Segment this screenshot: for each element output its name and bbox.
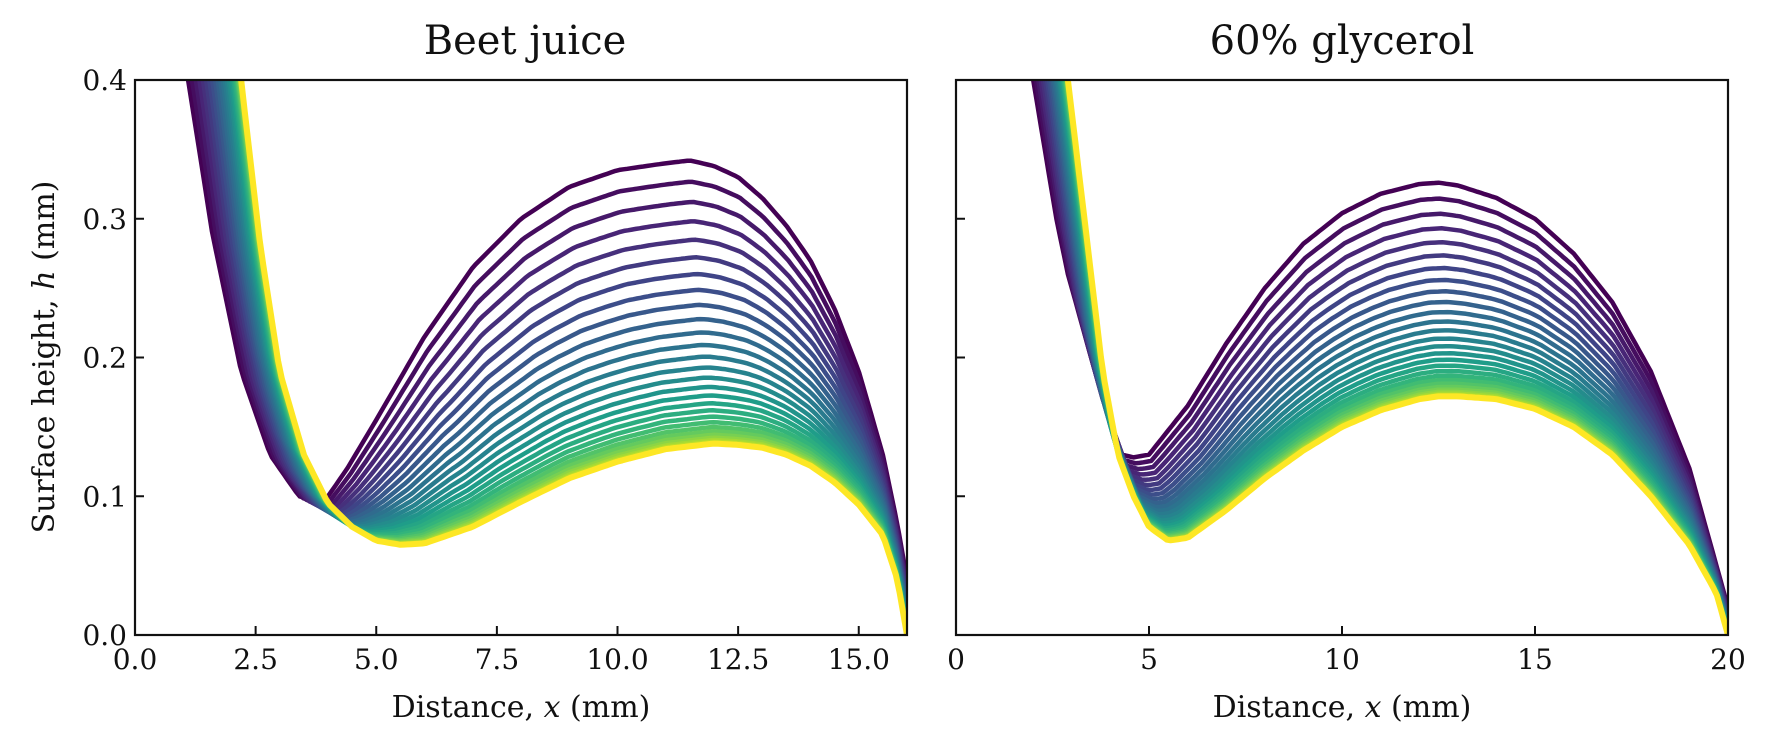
- series-line: [1040, 80, 1728, 618]
- y-tick-label: 0.1: [82, 480, 127, 513]
- series-line: [1059, 80, 1728, 633]
- y-tick-label: 0.2: [82, 342, 127, 375]
- series-line: [238, 80, 907, 635]
- series-line: [1064, 80, 1728, 635]
- series-line: [1042, 80, 1728, 619]
- series-line: [1058, 80, 1728, 632]
- y-tick-label: 0.4: [82, 64, 127, 97]
- series-line: [203, 80, 907, 601]
- x-axis-label: Distance, x (mm): [1213, 690, 1472, 725]
- x-tick-label: 15.0: [828, 643, 890, 676]
- y-tick-label: 0.0: [82, 619, 127, 652]
- series-line: [1036, 80, 1728, 614]
- series-line: [1044, 80, 1728, 621]
- panel-60-glycerol: 60% glycerol 0 5 10 15 20 Distance, x (mm): [947, 18, 1746, 725]
- series-line: [1033, 80, 1728, 612]
- axis-ticks: 0 5 10 15 20: [947, 79, 1746, 676]
- series-line: [235, 80, 907, 634]
- series-line: [193, 80, 907, 590]
- series-line: [1056, 80, 1728, 630]
- series-line: [224, 80, 907, 623]
- x-tick-label: 0: [947, 643, 965, 676]
- x-tick-label: 15: [1517, 643, 1553, 676]
- series-line: [1050, 80, 1728, 625]
- x-axis-label: Distance, x (mm): [392, 690, 651, 725]
- profile-curves: [185, 80, 907, 635]
- panel-beet-juice: Beet juice 0.0 2.5 5.0 7.5 10.0 12.5 15.00.00.…: [82, 18, 909, 725]
- x-tick-label: 20: [1710, 643, 1746, 676]
- series-line: [1046, 80, 1728, 623]
- series-line: [1057, 80, 1728, 631]
- x-tick-label: 2.5: [233, 643, 278, 676]
- y-axis-label: Surface height, h (mm): [27, 181, 62, 534]
- series-line: [1051, 80, 1728, 627]
- series-line: [1054, 80, 1728, 629]
- series-line: [233, 80, 907, 632]
- series-line: [1053, 80, 1728, 628]
- series-line: [234, 80, 907, 634]
- x-tick-label: 10: [1324, 643, 1360, 676]
- profile-curves: [1030, 80, 1728, 635]
- series-line: [200, 80, 907, 598]
- x-tick-label: 5: [1140, 643, 1158, 676]
- panel-title: 60% glycerol: [1210, 18, 1475, 64]
- axis-ticks: 0.0 2.5 5.0 7.5 10.0 12.5 15.0 0.0 0.1 0.2 0.3 0.4: [82, 64, 889, 676]
- y-tick-label: 0.3: [82, 203, 127, 236]
- series-line: [232, 80, 907, 631]
- x-tick-label: 12.5: [707, 643, 769, 676]
- series-line: [1038, 80, 1728, 616]
- plot-frame: [954, 78, 1730, 637]
- x-tick-label: 7.5: [475, 643, 520, 676]
- series-line: [1048, 80, 1728, 624]
- series-line: [1030, 80, 1728, 610]
- x-tick-label: 0.0: [113, 643, 158, 676]
- x-tick-label: 10.0: [586, 643, 648, 676]
- x-tick-label: 5.0: [354, 643, 399, 676]
- panel-title: Beet juice: [424, 18, 627, 64]
- series-line: [197, 80, 907, 594]
- plot-frame: [133, 78, 909, 637]
